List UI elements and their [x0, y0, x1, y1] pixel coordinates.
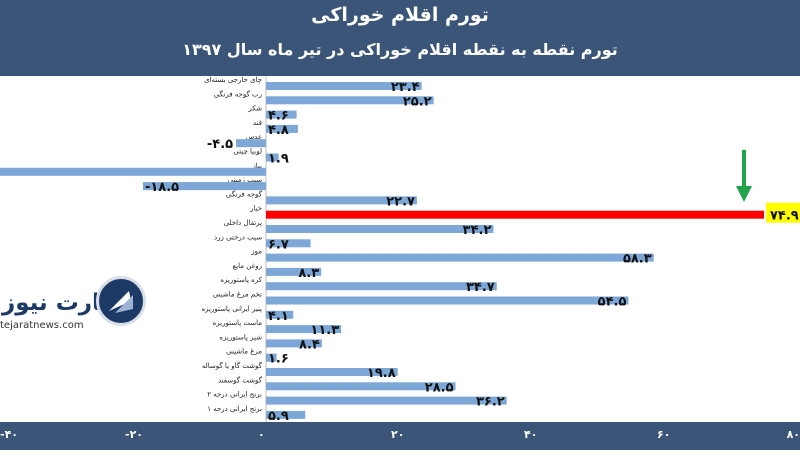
bar [266, 196, 417, 205]
category-label: شکر [247, 105, 262, 113]
value-label: ۱.۶ [268, 352, 289, 367]
value-label: ۲۵.۲ [403, 94, 432, 109]
x-tick-label: ۶۰ [657, 428, 671, 441]
x-tick-label: ۲۰ [391, 428, 405, 441]
value-label: ۱۹.۸ [367, 366, 396, 381]
bar [266, 267, 322, 276]
value-label: ۷۴.۹ [770, 209, 799, 224]
bar [266, 368, 398, 376]
bar [142, 182, 266, 191]
bar [266, 124, 298, 133]
bar [266, 239, 311, 248]
value-label: ۸.۴ [299, 337, 320, 352]
value-label: ۳۴.۷ [466, 280, 495, 295]
bar [266, 353, 277, 362]
bar [266, 382, 456, 391]
category-label: شیر پاستوریزه [219, 333, 262, 341]
bar [0, 167, 266, 176]
value-label: ۵.۹ [268, 409, 289, 422]
category-label: کره پاستوریزه [220, 276, 262, 284]
category-label: پرتقال داخلی [224, 219, 262, 227]
category-label: پیاز [251, 162, 262, 170]
bar [266, 253, 654, 262]
chart-header: تورم اقلام خوراکی تورم نقطه به نقطه اقلا… [0, 0, 800, 76]
bar [266, 410, 306, 419]
x-tick-label: ۴۰ [524, 428, 538, 441]
highlight-arrow-head [736, 186, 752, 202]
value-label: ۲۸.۵ [425, 380, 454, 395]
category-label: پنیر ایرانی پاستوریزه [201, 305, 262, 313]
bar [266, 396, 507, 405]
category-label: گوشت گوسفند [218, 375, 263, 384]
category-label: چای خارجی بسته‌ای [204, 76, 262, 84]
category-label: قند [253, 119, 262, 127]
category-label: لوبیا چیتی [233, 148, 262, 156]
bar [266, 225, 494, 233]
bar [266, 325, 342, 334]
value-label: ۲۳.۴ [391, 80, 420, 95]
chart-subtitle: تورم نقطه به نقطه اقلام خوراکی در تیر ما… [182, 40, 618, 59]
category-label: سیب زمینی [228, 176, 262, 184]
category-label: مرغ ماشینی [226, 348, 262, 356]
highlight-label-box [766, 202, 800, 223]
value-label: ۴.۸ [268, 123, 289, 138]
category-label: سیب درختی زرد [214, 233, 262, 241]
category-label: برنج ایرانی درجه ۱ [207, 405, 262, 413]
bar [266, 210, 765, 219]
value-label: -۱۸.۵ [145, 180, 179, 195]
category-label: رب گوجه فرنگی [214, 89, 262, 98]
category-label: روغن مایع [232, 262, 262, 270]
value-label: ۶.۷ [268, 237, 289, 252]
category-label: موز [250, 248, 262, 256]
tejaratnews-logo: تجارت نیوز tejaratnews.com [0, 268, 150, 340]
value-label: ۱۱.۳ [310, 323, 339, 338]
category-label: خیار [249, 205, 262, 213]
value-label: ۱.۹ [268, 152, 289, 167]
value-label: ۸.۳ [298, 266, 319, 281]
x-axis-bar: -۴۰ -۲۰ ۰ ۲۰ ۴۰ ۶۰ ۸۰ [0, 422, 800, 450]
category-label: گوجه فرنگی [226, 189, 263, 198]
bar [266, 310, 294, 319]
value-label: ۳۴.۲ [463, 223, 492, 238]
category-label: گوشت گاو یا گوساله [202, 361, 263, 370]
value-label: ۳۶.۲ [476, 395, 505, 410]
category-label: عدس [246, 133, 262, 141]
value-label: ۵۴.۵ [598, 295, 627, 310]
value-label: ۴.۶ [268, 109, 289, 124]
value-label: ۴.۱ [268, 309, 289, 324]
bar [266, 339, 322, 348]
bar [266, 282, 497, 291]
x-tick-label: ۸۰ [786, 428, 800, 441]
bar [236, 139, 266, 148]
bar [266, 110, 297, 119]
x-tick-label: -۲۰ [125, 428, 143, 441]
bar [266, 82, 422, 90]
logo-url: tejaratnews.com [0, 320, 84, 331]
value-label: ۵۸.۳ [623, 252, 652, 267]
bar [266, 153, 279, 162]
chart-title: تورم اقلام خوراکی [311, 4, 489, 26]
category-label: ماست پاستوریزه [213, 319, 263, 327]
value-label: ۲۲.۷ [386, 194, 415, 209]
x-tick-label: ۰ [258, 428, 265, 441]
bar-chart: چای خارجی بسته‌ای ۲۳.۴ رب گوجه فرنگی ۲۵.۲ شک… [0, 76, 800, 422]
category-label: تخم مرغ ماشینی [213, 291, 262, 299]
bar [266, 96, 434, 105]
value-label: -۴.۵ [207, 137, 233, 152]
x-tick-label: -۴۰ [0, 428, 18, 441]
bar [266, 296, 629, 305]
category-label: برنج ایرانی درجه ۲ [207, 391, 262, 399]
logo-badge-icon [96, 276, 146, 326]
